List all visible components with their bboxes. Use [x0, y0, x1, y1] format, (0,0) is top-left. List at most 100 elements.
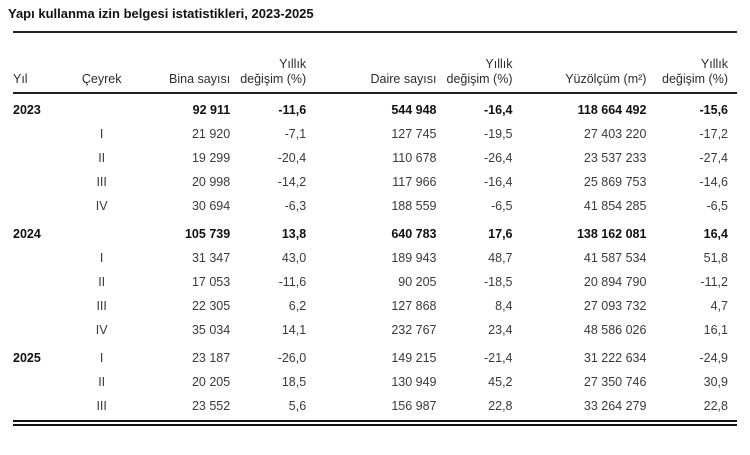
value-cell: -6,5	[706, 199, 728, 213]
value-cell: 640 783	[391, 227, 437, 241]
value-cell: -11,2	[700, 275, 728, 289]
value-cell: 43,0	[281, 251, 307, 265]
value-cell: 5,6	[288, 399, 307, 413]
value-cell: 16,1	[703, 323, 728, 337]
value-cell: 544 948	[391, 103, 437, 117]
table-row: I 31 347 43,0 189 943 48,7 41 587 534 51,8	[13, 246, 737, 270]
year-cell	[13, 146, 60, 170]
value-cell: 110 678	[392, 151, 437, 165]
year-cell: 2023	[13, 103, 41, 117]
column-header-top-label: Yıllık	[700, 57, 728, 71]
column-header-label: Bina sayısı	[169, 72, 231, 86]
value-cell: 127 868	[391, 299, 437, 313]
value-cell: 127 745	[391, 127, 437, 141]
value-cell: 31 347	[191, 251, 231, 265]
value-cell: 8,4	[495, 299, 513, 313]
value-cell: -11,6	[278, 275, 307, 289]
value-cell: 16,4	[703, 227, 728, 241]
year-cell	[13, 170, 60, 194]
table-header-row: Yıl Çeyrek Bina sayısı Yıllık değişim (%) Dai…	[13, 57, 737, 94]
quarter-cell	[60, 93, 143, 122]
value-cell: -18,5	[484, 275, 513, 289]
quarter-cell: I	[99, 251, 104, 265]
table-row: I 21 920 -7,1 127 745 -19,5 27 403 220 -17,2	[13, 122, 737, 146]
table-body: 2023 92 911 -11,6 544 948 -16,4 118 664 492 -1…	[13, 93, 737, 418]
value-cell: 118 664 492	[577, 103, 647, 117]
value-cell: 18,5	[281, 375, 307, 389]
quarter-cell: III	[96, 175, 107, 189]
value-cell: 25 869 753	[583, 175, 647, 189]
value-cell: -16,4	[484, 103, 513, 117]
value-cell: 48,7	[488, 251, 513, 265]
value-cell: 41 854 285	[583, 199, 647, 213]
statistics-table-container: Yıl Çeyrek Bina sayısı Yıllık değişim (%) Dai…	[13, 31, 737, 426]
column-header-1: Çeyrek	[60, 57, 144, 94]
value-cell: -19,5	[484, 127, 513, 141]
value-cell: 30 694	[191, 199, 231, 213]
value-cell: 17,6	[488, 227, 513, 241]
value-cell: 20 998	[191, 175, 231, 189]
year-cell	[13, 194, 60, 218]
value-cell: -15,6	[699, 103, 729, 117]
table-row: II 20 205 18,5 130 949 45,2 27 350 746 30,9	[13, 370, 737, 394]
year-cell	[13, 246, 60, 270]
column-header-label: değişim (%)	[240, 72, 307, 86]
value-cell: 27 350 746	[583, 375, 647, 389]
value-cell: 30,9	[703, 375, 728, 389]
value-cell: 14,1	[281, 323, 307, 337]
column-header-0: Yıl	[13, 57, 61, 94]
quarter-cell: III	[96, 299, 107, 313]
table-row: III 23 552 5,6 156 987 22,8 33 264 279 22,8	[13, 394, 737, 418]
column-header-top-label: Yıllık	[485, 57, 513, 71]
quarter-cell: II	[98, 151, 106, 165]
table-row: 2023 92 911 -11,6 544 948 -16,4 118 664 492 -1…	[13, 93, 737, 122]
value-cell: -17,2	[699, 127, 729, 141]
year-cell	[13, 122, 60, 146]
value-cell: 189 943	[391, 251, 437, 265]
table-row: 2024 105 739 13,8 640 783 17,6 138 162 081 16,…	[13, 218, 737, 246]
value-cell: 156 987	[391, 399, 437, 413]
value-cell: -6,3	[284, 199, 307, 213]
year-cell	[13, 294, 60, 318]
quarter-cell: II	[98, 275, 106, 289]
value-cell: -26,0	[277, 351, 307, 365]
bottom-rule-divider	[13, 420, 737, 426]
year-cell	[13, 370, 60, 394]
value-cell: 105 739	[184, 227, 231, 241]
value-cell: 22,8	[488, 399, 513, 413]
value-cell: 149 215	[391, 351, 437, 365]
value-cell: 31 222 634	[583, 351, 647, 365]
value-cell: 48 586 026	[583, 323, 647, 337]
table-row: IV 30 694 -6,3 188 559 -6,5 41 854 285 -6,5	[13, 194, 737, 218]
column-header-2: Bina sayısı	[143, 57, 231, 94]
value-cell: -24,9	[699, 351, 729, 365]
value-cell: 188 559	[391, 199, 437, 213]
value-cell: 22 305	[191, 299, 231, 313]
column-header-5: Yıllık değişim (%)	[436, 57, 513, 94]
value-cell: -16,4	[484, 175, 513, 189]
year-cell	[13, 394, 60, 418]
value-cell: -14,6	[699, 175, 729, 189]
value-cell: 90 205	[398, 275, 437, 289]
value-cell: 92 911	[192, 103, 231, 117]
quarter-cell	[60, 218, 143, 246]
value-cell: 33 264 279	[583, 399, 647, 413]
column-header-label: Yıl	[13, 72, 28, 86]
value-cell: 23 537 233	[583, 151, 647, 165]
value-cell: 27 093 732	[583, 299, 647, 313]
value-cell: -26,4	[484, 151, 513, 165]
table-row: IV 35 034 14,1 232 767 23,4 48 586 026 16,1	[13, 318, 737, 342]
column-header-7: Yıllık değişim (%)	[646, 57, 737, 94]
value-cell: 6,2	[288, 299, 307, 313]
column-header-top-label: Yıllık	[279, 57, 307, 71]
year-cell	[13, 270, 60, 294]
quarter-cell: I	[99, 351, 104, 365]
value-cell: 130 949	[391, 375, 437, 389]
value-cell: 35 034	[191, 323, 231, 337]
value-cell: 138 162 081	[576, 227, 647, 241]
value-cell: 23 552	[191, 399, 231, 413]
table-row: II 17 053 -11,6 90 205 -18,5 20 894 790 -11,2	[13, 270, 737, 294]
page-title: Yapı kullanma izin belgesi istatistikler…	[8, 6, 314, 21]
value-cell: -7,1	[284, 127, 307, 141]
table-row: III 22 305 6,2 127 868 8,4 27 093 732 4,7	[13, 294, 737, 318]
